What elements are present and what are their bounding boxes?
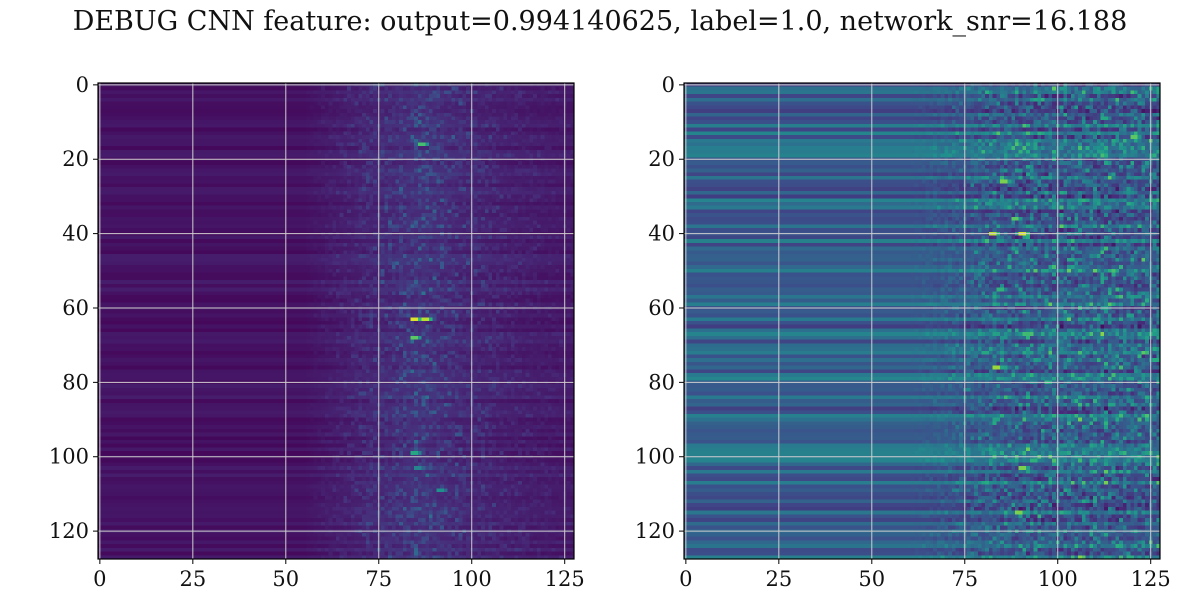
- x-tick-label: 0: [679, 567, 692, 591]
- y-tick-label: 80: [62, 370, 89, 394]
- y-tick-label: 0: [662, 73, 675, 97]
- y-tick-label: 20: [62, 147, 89, 171]
- y-tick-label: 0: [76, 73, 89, 97]
- x-tick-label: 50: [272, 567, 299, 591]
- y-tick-label: 100: [635, 445, 675, 469]
- heatmap-panel-1: 0 25 50 75 100 125 0 20 40 60 80 100 120: [49, 73, 585, 591]
- heatmap-image-2: [684, 83, 1160, 559]
- x-tick-label: 0: [93, 567, 106, 591]
- x-tick-label: 75: [365, 567, 392, 591]
- x-tick-label: 100: [1038, 567, 1078, 591]
- y-tick-label: 40: [62, 222, 89, 246]
- x-tick-label: 25: [765, 567, 792, 591]
- x-tick-label: 100: [452, 567, 492, 591]
- y-tick-label: 120: [49, 519, 89, 543]
- x-tick-label: 125: [545, 567, 585, 591]
- figure-title: DEBUG CNN feature: output=0.994140625, l…: [72, 6, 1128, 37]
- heatmap-image-1: [98, 83, 574, 559]
- x-tick-label: 125: [1131, 567, 1171, 591]
- y-tick-label: 40: [648, 222, 675, 246]
- y-tick-label: 80: [648, 370, 675, 394]
- x-tick-label: 75: [951, 567, 978, 591]
- y-tick-label: 60: [62, 296, 89, 320]
- heatmap-panel-2: 0 25 50 75 100 125 0 20 40 60 80 100 120: [635, 73, 1171, 591]
- plot-frame: [97, 82, 575, 560]
- x-tick-label: 50: [858, 567, 885, 591]
- plot-frame: [683, 82, 1161, 560]
- x-tick-label: 25: [179, 567, 206, 591]
- y-tick-label: 120: [635, 519, 675, 543]
- y-tick-label: 100: [49, 445, 89, 469]
- y-tick-label: 60: [648, 296, 675, 320]
- y-tick-label: 20: [648, 147, 675, 171]
